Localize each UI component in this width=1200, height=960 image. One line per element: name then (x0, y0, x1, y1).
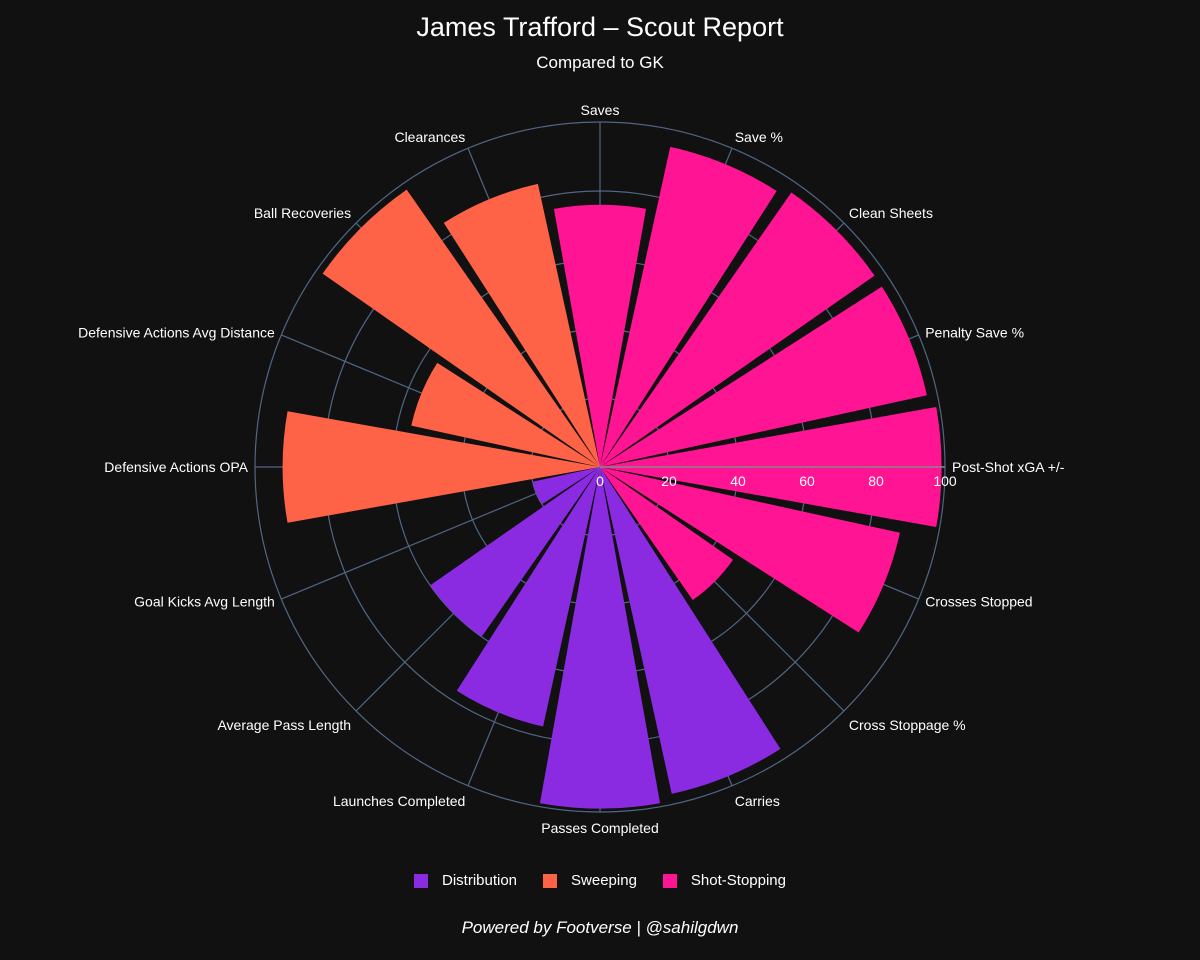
legend-item-distribution[interactable]: Distribution (414, 872, 517, 889)
category-label: Cross Stoppage % (849, 717, 966, 733)
legend-swatch-shot-stopping (662, 873, 677, 888)
category-label: Defensive Actions Avg Distance (78, 324, 275, 340)
bar-average-pass-length[interactable] (430, 467, 600, 637)
bar-passes-completed[interactable] (539, 467, 661, 809)
bar-defensive-actions-avg-distance[interactable] (411, 362, 600, 467)
category-label: Defensive Actions OPA (104, 459, 248, 475)
category-label: Clean Sheets (849, 205, 933, 221)
category-label: Goal Kicks Avg Length (134, 594, 275, 610)
radial-tick-label: 60 (799, 473, 815, 489)
radial-tick-label: 40 (730, 473, 746, 489)
bar-save[interactable] (600, 146, 777, 467)
legend-swatch-sweeping (543, 873, 558, 888)
bar-penalty-save[interactable] (600, 286, 927, 467)
bar-carries[interactable] (600, 467, 781, 794)
bar-crosses-stopped[interactable] (600, 467, 900, 633)
category-labels: Saves Save % Clean Sheets Penalty Save % Pos… (78, 102, 1065, 836)
category-label: Penalty Save % (925, 324, 1024, 340)
category-label: Passes Completed (541, 820, 659, 836)
bar-cross-stoppage[interactable] (600, 467, 734, 601)
category-label: Save % (735, 129, 783, 145)
category-label: Carries (735, 793, 780, 809)
category-label: Clearances (394, 129, 465, 145)
legend-label-sweeping: Sweeping (571, 872, 637, 889)
bar-clean-sheets[interactable] (600, 192, 875, 468)
category-label: Crosses Stopped (925, 594, 1032, 610)
category-label: Saves (581, 102, 620, 118)
chart-subtitle: Compared to GK (536, 53, 664, 72)
bar-saves[interactable] (553, 204, 647, 468)
radial-axis: 0 20 40 60 80 100 (596, 466, 957, 489)
radial-tick-label: 20 (661, 473, 677, 489)
bar-defensive-actions-opa[interactable] (282, 411, 600, 523)
category-label: Average Pass Length (217, 717, 351, 733)
bar-goal-kicks-avg-length[interactable] (532, 467, 600, 505)
legend-label-distribution: Distribution (442, 872, 518, 889)
bar-clearances[interactable] (443, 183, 600, 468)
legend-item-shot-stopping[interactable]: Shot-Stopping (662, 872, 786, 889)
legend-label-shot-stopping: Shot-Stopping (690, 872, 786, 889)
polar-bars (282, 146, 942, 809)
bar-launches-completed[interactable] (456, 467, 600, 727)
footer-credit: Powered by Footverse | @sahilgdwn (461, 918, 739, 937)
chart-title: James Trafford – Scout Report (416, 12, 784, 42)
legend-item-sweeping[interactable]: Sweeping (543, 872, 637, 889)
bar-ball-recoveries[interactable] (322, 189, 600, 468)
radial-tick-label: 100 (933, 473, 957, 489)
legend: Distribution Sweeping Shot-Stopping (0, 872, 1200, 889)
category-label: Launches Completed (333, 793, 465, 809)
radial-tick-label: 80 (868, 473, 884, 489)
category-label: Ball Recoveries (254, 205, 351, 221)
radial-tick-label: 0 (596, 473, 604, 489)
category-label: Post-Shot xGA +/- (952, 459, 1065, 475)
legend-swatch-distribution (414, 873, 428, 888)
